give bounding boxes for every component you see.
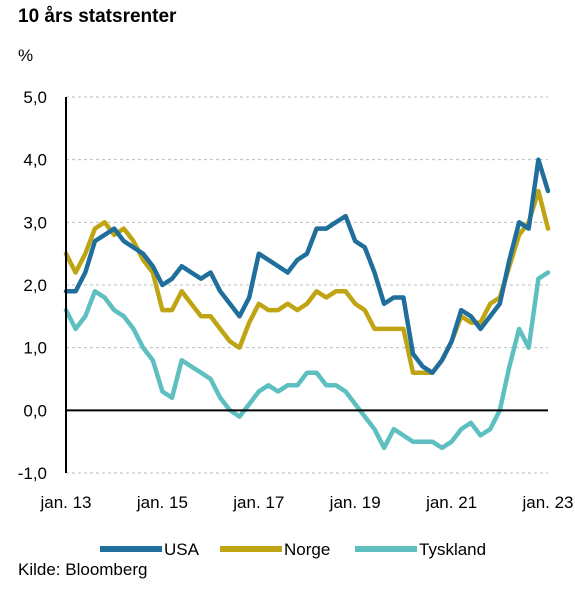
x-tick-label: jan. 15 bbox=[136, 493, 188, 512]
x-tick-label: jan. 21 bbox=[425, 493, 477, 512]
y-axis-ticks: -1,0 0,0 1,0 2,0 3,0 4,0 5,0 bbox=[18, 88, 47, 483]
x-tick-label: jan. 23 bbox=[521, 493, 573, 512]
series-line-tyskland bbox=[63, 270, 551, 451]
grid-lines bbox=[66, 96, 548, 474]
legend-label-usa: USA bbox=[164, 540, 200, 559]
axes bbox=[65, 97, 548, 473]
series-line-usa bbox=[63, 157, 551, 375]
legend-label-norge: Norge bbox=[284, 540, 330, 559]
y-tick-label: 3,0 bbox=[23, 213, 47, 232]
x-tick-label: jan. 19 bbox=[329, 493, 381, 512]
x-tick-label: jan. 13 bbox=[39, 493, 91, 512]
y-tick-label: 1,0 bbox=[23, 339, 47, 358]
y-axis-unit: % bbox=[18, 46, 34, 65]
y-tick-label: 5,0 bbox=[23, 88, 47, 107]
series-line-norge bbox=[63, 188, 551, 375]
x-axis-ticks: jan. 13 jan. 15 jan. 17 jan. 19 jan. 21 jan. … bbox=[39, 493, 573, 512]
y-tick-label: 4,0 bbox=[23, 151, 47, 170]
x-tick-label: jan. 17 bbox=[232, 493, 284, 512]
source-note: Kilde: Bloomberg bbox=[18, 560, 148, 579]
chart-title: 10 års statsrenter bbox=[18, 6, 177, 27]
legend: USA Norge Tyskland bbox=[100, 540, 486, 559]
y-tick-label: 2,0 bbox=[23, 276, 47, 295]
series-lines bbox=[63, 157, 551, 451]
legend-label-tyskland: Tyskland bbox=[419, 540, 486, 559]
y-tick-label: 0,0 bbox=[23, 401, 47, 420]
y-tick-label: -1,0 bbox=[18, 464, 47, 483]
